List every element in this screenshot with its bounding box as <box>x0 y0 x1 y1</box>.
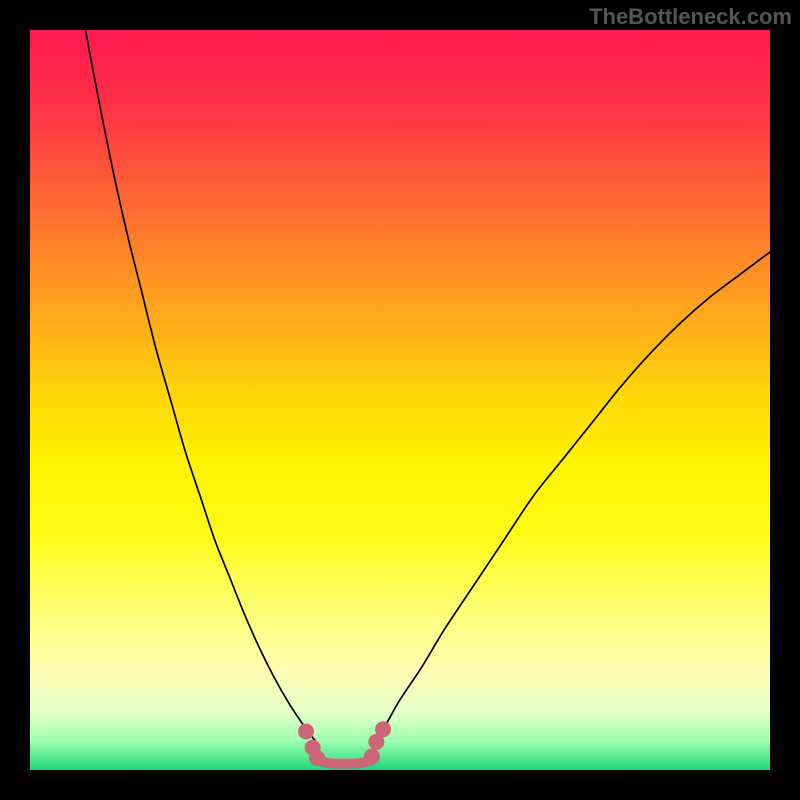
chart-container <box>30 30 770 770</box>
valley-dot <box>309 750 325 766</box>
valley-dot <box>298 724 314 740</box>
gradient-background <box>30 30 770 770</box>
valley-dot <box>364 749 380 765</box>
bottleneck-chart <box>30 30 770 770</box>
watermark-text: TheBottleneck.com <box>589 4 792 30</box>
valley-connector <box>317 760 372 764</box>
valley-dot <box>375 721 391 737</box>
